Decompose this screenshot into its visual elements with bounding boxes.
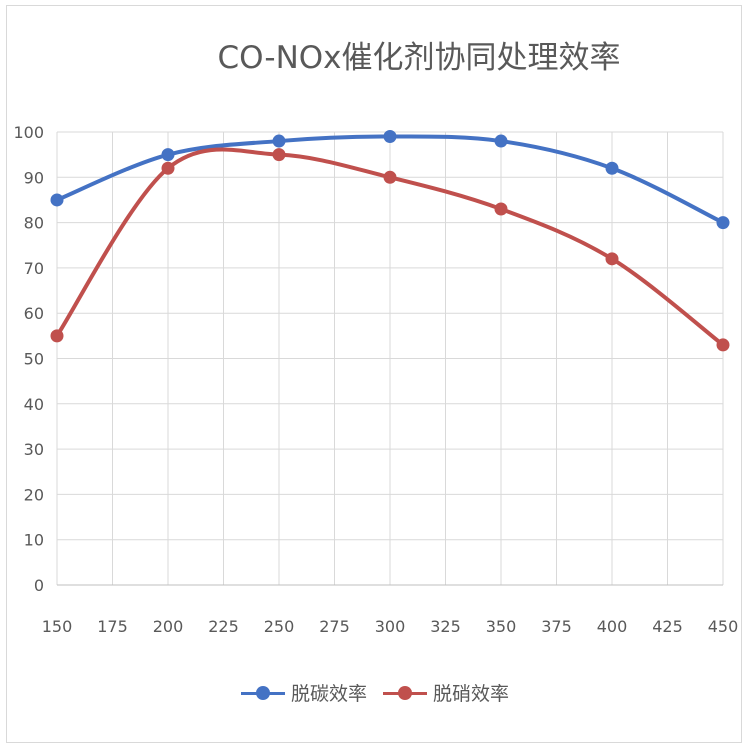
data-point-series-2 bbox=[494, 202, 508, 216]
y-tick-label: 100 bbox=[13, 123, 44, 142]
x-axis-tick-labels: 150 175 200 225 250 275 300 325 350 375 400 425 450 bbox=[42, 617, 739, 636]
x-tick-label: 450 bbox=[708, 617, 739, 636]
y-tick-label: 90 bbox=[24, 168, 44, 187]
x-tick-label: 175 bbox=[97, 617, 128, 636]
legend-label-series-2: 脱硝效率 bbox=[433, 683, 510, 705]
y-tick-label: 70 bbox=[24, 259, 44, 278]
y-tick-label: 50 bbox=[24, 350, 44, 369]
x-tick-label: 150 bbox=[42, 617, 73, 636]
x-tick-label: 275 bbox=[319, 617, 350, 636]
chart-title: CO-NOx催化剂协同处理效率 bbox=[217, 40, 621, 76]
data-point-series-1 bbox=[161, 148, 175, 162]
data-point-series-1 bbox=[272, 134, 286, 148]
x-tick-label: 375 bbox=[541, 617, 572, 636]
x-tick-label: 225 bbox=[208, 617, 239, 636]
y-tick-label: 0 bbox=[34, 576, 44, 595]
data-point-series-2 bbox=[161, 161, 175, 175]
legend-marker-series-2 bbox=[398, 685, 412, 700]
legend-swatch-series-2 bbox=[383, 685, 427, 700]
series-markers bbox=[50, 130, 730, 352]
data-point-series-1 bbox=[716, 216, 730, 230]
data-point-series-2 bbox=[605, 252, 619, 266]
data-point-series-1 bbox=[494, 134, 508, 148]
x-tick-label: 325 bbox=[430, 617, 461, 636]
y-axis-tick-labels: 0 10 20 30 40 50 60 70 80 90 100 bbox=[13, 123, 44, 595]
data-point-series-2 bbox=[716, 338, 730, 352]
y-tick-label: 10 bbox=[24, 531, 44, 550]
legend-item-series-1: 脱碳效率 bbox=[240, 679, 367, 706]
y-tick-label: 20 bbox=[24, 485, 44, 504]
grid-lines bbox=[56, 131, 724, 585]
legend-item-series-2: 脱硝效率 bbox=[383, 679, 509, 706]
y-tick-label: 30 bbox=[24, 440, 44, 459]
x-tick-label: 300 bbox=[375, 617, 406, 636]
x-tick-label: 400 bbox=[597, 617, 628, 636]
data-point-series-1 bbox=[50, 193, 64, 207]
x-tick-label: 350 bbox=[486, 617, 517, 636]
data-point-series-1 bbox=[605, 161, 619, 175]
x-tick-label: 425 bbox=[652, 617, 683, 636]
legend-label-series-1: 脱碳效率 bbox=[290, 683, 367, 705]
data-point-series-2 bbox=[272, 148, 286, 162]
x-tick-label: 200 bbox=[153, 617, 184, 636]
chart-frame bbox=[6, 5, 742, 743]
x-tick-label: 250 bbox=[264, 617, 295, 636]
legend-swatch-series-1 bbox=[240, 685, 285, 700]
data-point-series-1 bbox=[383, 130, 397, 144]
data-point-series-2 bbox=[383, 170, 397, 184]
legend-marker-series-1 bbox=[255, 685, 270, 700]
data-point-series-2 bbox=[50, 329, 64, 343]
y-tick-label: 80 bbox=[24, 214, 44, 233]
legend: 脱碳效率 脱硝效率 bbox=[0, 679, 750, 706]
y-tick-label: 40 bbox=[24, 395, 44, 414]
y-tick-label: 60 bbox=[24, 304, 44, 323]
